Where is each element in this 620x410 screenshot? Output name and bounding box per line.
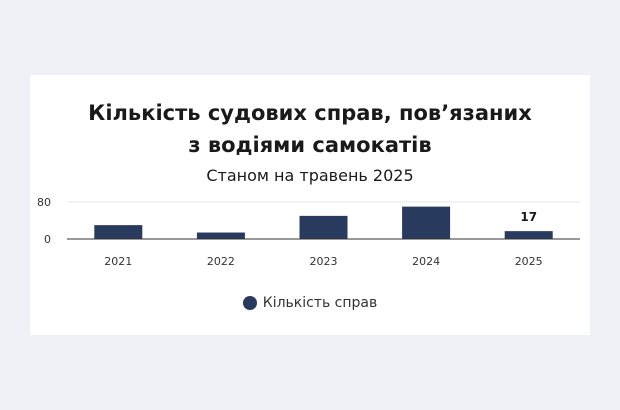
chart-card: Кількість судових справ, пов’язаних з во… xyxy=(30,75,590,335)
chart-title-line-1: Кількість судових справ, пов’язаних xyxy=(88,101,532,125)
bar-2021 xyxy=(94,225,143,239)
bar-2024 xyxy=(402,206,451,239)
chart-title-line-2: з водіями самокатів xyxy=(188,133,432,157)
x-tick-label: 2025 xyxy=(515,255,543,268)
legend-label: Кількість справ xyxy=(262,295,378,311)
bar-chart-plot: 0 80 2021 2022 2023 2024 2025 17 xyxy=(37,196,580,268)
y-tick-label: 0 xyxy=(44,233,51,246)
bar-2023 xyxy=(299,215,348,239)
x-tick-label: 2022 xyxy=(207,255,235,268)
x-tick-label: 2024 xyxy=(412,255,440,268)
x-tick-label: 2023 xyxy=(310,255,338,268)
chart-legend: Кількість справ xyxy=(30,295,590,311)
bar-2022 xyxy=(196,232,245,239)
legend-swatch xyxy=(242,296,257,310)
chart-title: Кількість судових справ, пов’язаних з во… xyxy=(30,97,590,161)
chart-subtitle: Станом на травень 2025 xyxy=(206,166,414,185)
data-label: 17 xyxy=(520,210,537,224)
y-tick-label: 80 xyxy=(37,196,51,209)
x-tick-label: 2021 xyxy=(104,255,132,268)
bar-2025 xyxy=(504,231,553,239)
